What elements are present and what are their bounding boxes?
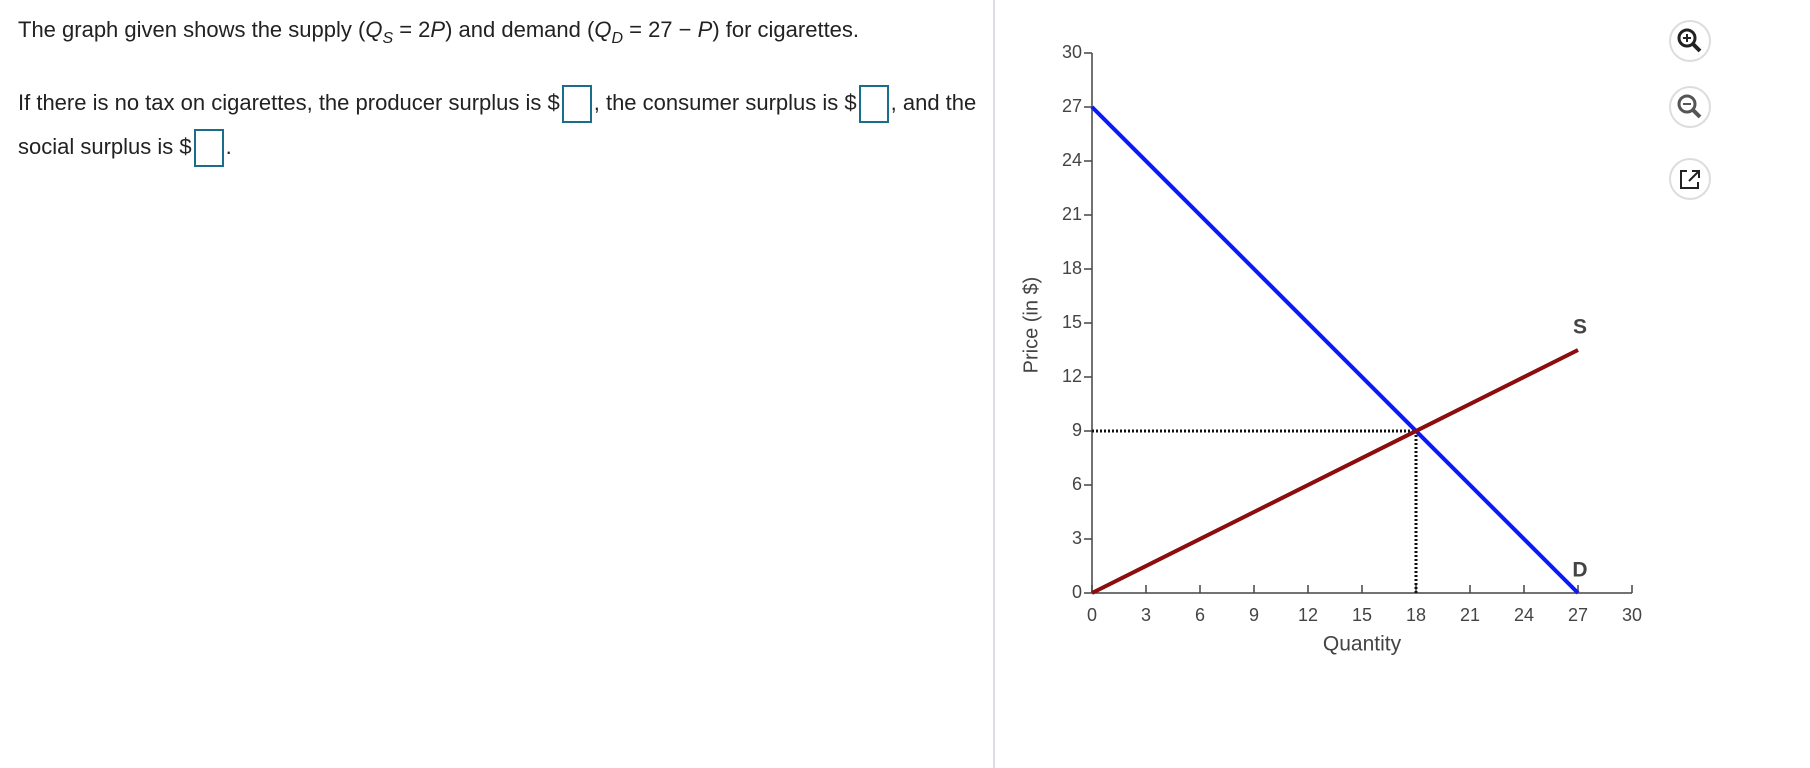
text: , the consumer surplus is $ — [593, 90, 857, 115]
x-tick-label: 18 — [1406, 605, 1426, 625]
x-tick-label: 3 — [1141, 605, 1151, 625]
y-tick-label: 9 — [1072, 420, 1082, 440]
question: The graph given shows the supply (QS = 2… — [18, 8, 978, 189]
subscript: S — [382, 30, 394, 47]
text: Q — [594, 17, 612, 42]
x-tick-label: 9 — [1249, 605, 1259, 625]
x-tick-label: 21 — [1460, 605, 1480, 625]
x-tick-label: 27 — [1568, 605, 1588, 625]
text: The graph given shows the supply ( — [18, 17, 366, 42]
answer-input[interactable] — [561, 85, 592, 124]
x-tick-label: 6 — [1195, 605, 1205, 625]
text: ) and demand ( — [445, 17, 595, 42]
series-line — [1090, 105, 1580, 595]
y-tick-label: 6 — [1072, 474, 1082, 494]
series-label: D — [1572, 559, 1587, 582]
text: P — [430, 17, 446, 42]
text: = 2 — [393, 17, 431, 42]
prompt: If there is no tax on cigarettes, the pr… — [18, 81, 978, 169]
text: = 27 − — [623, 17, 698, 42]
intro: The graph given shows the supply (QS = 2… — [18, 8, 978, 61]
subscript: D — [611, 30, 623, 47]
answer-input[interactable] — [858, 85, 889, 124]
y-axis-label: Price (in $) — [1020, 277, 1042, 374]
y-tick-label: 0 — [1072, 582, 1082, 602]
x-tick-label: 30 — [1622, 605, 1642, 625]
y-tick-label: 12 — [1062, 366, 1082, 386]
text: ) for cigarettes. — [712, 17, 860, 42]
x-tick-label: 15 — [1352, 605, 1372, 625]
series-line — [1091, 348, 1579, 595]
y-tick-label: 27 — [1062, 96, 1082, 116]
y-tick-label: 24 — [1062, 150, 1082, 170]
series-label: S — [1573, 316, 1587, 339]
text: . — [225, 134, 232, 159]
y-tick-label: 30 — [1062, 42, 1082, 62]
text: P — [697, 17, 713, 42]
text: , and the social surplus is $ — [18, 90, 977, 159]
x-tick-label: 24 — [1514, 605, 1534, 625]
x-tick-label: 12 — [1298, 605, 1318, 625]
y-tick-label: 21 — [1062, 204, 1082, 224]
y-tick-label: 15 — [1062, 312, 1082, 332]
zoom-in[interactable] — [1669, 20, 1711, 62]
y-tick-label: 3 — [1072, 528, 1082, 548]
text: Q — [365, 17, 383, 42]
y-tick-label: 18 — [1062, 258, 1082, 278]
divider — [993, 0, 995, 768]
x-tick-label: 0 — [1087, 605, 1097, 625]
x-axis-label: Quantity — [1323, 633, 1402, 656]
answer-input[interactable] — [193, 129, 224, 168]
text: If there is no tax on cigarettes, the pr… — [18, 90, 560, 115]
zoom-out[interactable] — [1669, 86, 1711, 128]
open-external[interactable] — [1669, 158, 1711, 200]
